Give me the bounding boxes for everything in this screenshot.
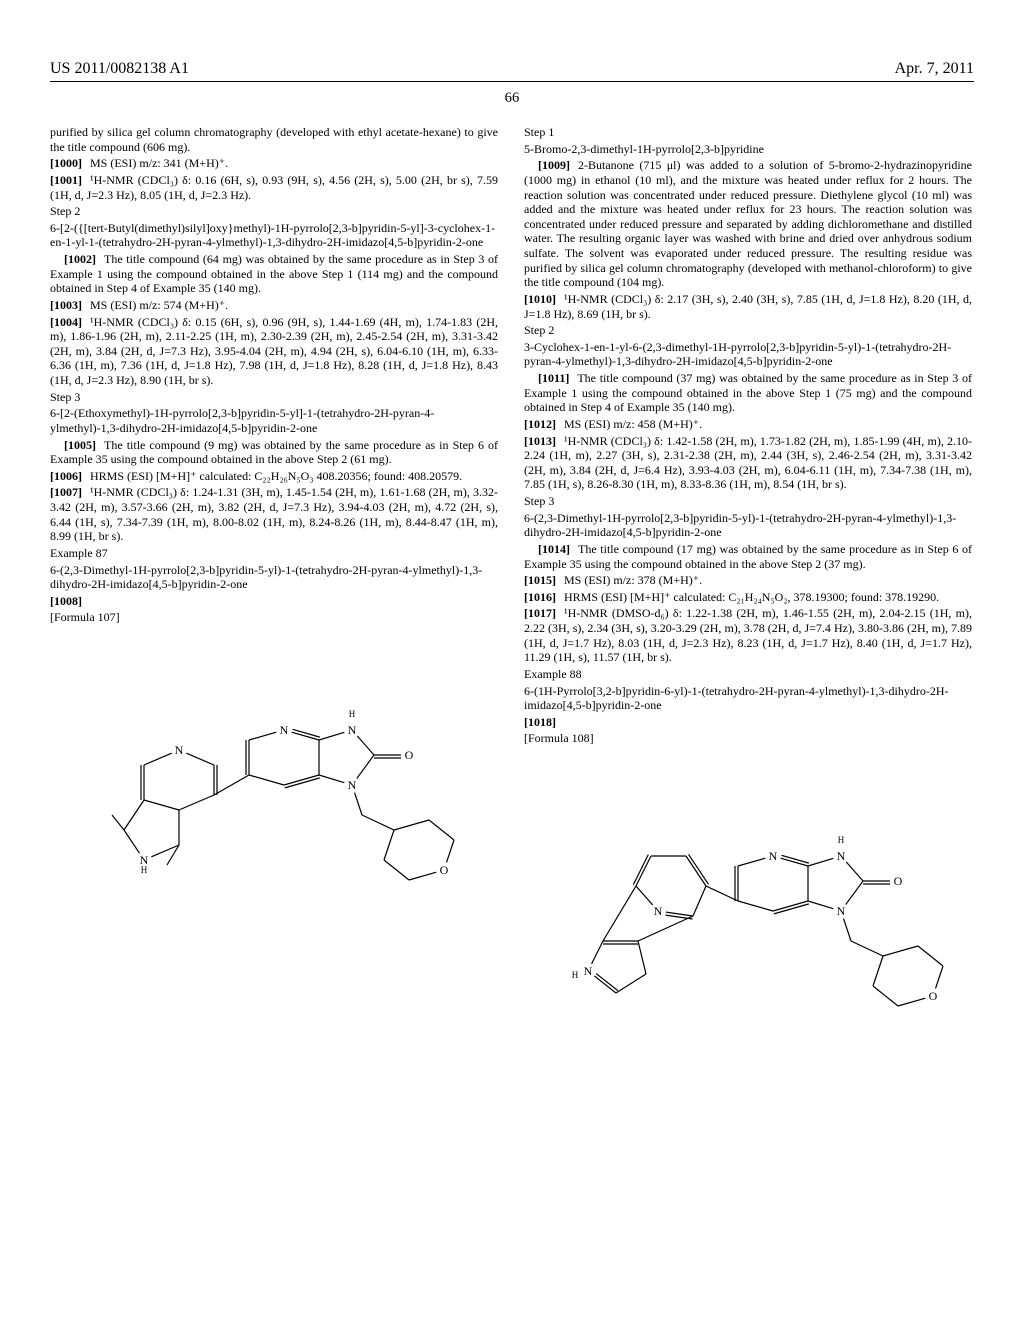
para-1015: [1015]MS (ESI) m/z: 378 (M+H)⁺. bbox=[524, 573, 972, 588]
compound3-title: 6-[2-(Ethoxymethyl)-1H-pyrrolo[2,3-b]pyr… bbox=[50, 406, 498, 435]
para-1010: [1010]¹H-NMR (CDCl₃) δ: 2.17 (3H, s), 2.… bbox=[524, 292, 972, 321]
svg-text:N: N bbox=[175, 743, 184, 757]
para-1003: [1003]MS (ESI) m/z: 574 (M+H)⁺. bbox=[50, 298, 498, 313]
example87-head: Example 87 bbox=[50, 546, 498, 561]
svg-text:O: O bbox=[440, 863, 449, 877]
r-step2-head: Step 2 bbox=[524, 323, 972, 338]
compound2-title: 6-[2-({[tert-Butyl(dimethyl)silyl]oxy}me… bbox=[50, 221, 498, 250]
para-1017: [1017]¹H-NMR (DMSO-d₆) δ: 1.22-1.38 (2H,… bbox=[524, 606, 972, 665]
example88-head: Example 88 bbox=[524, 667, 972, 682]
formula108-label: [Formula 108] bbox=[524, 731, 972, 746]
r-step1-head: Step 1 bbox=[524, 125, 972, 140]
r-compound2-title: 3-Cyclohex-1-en-1-yl-6-(2,3-dimethyl-1H-… bbox=[524, 340, 972, 369]
svg-text:H: H bbox=[838, 835, 845, 845]
para-1011: [1011]The title compound (37 mg) was obt… bbox=[524, 371, 972, 415]
left-column: purified by silica gel column chromatogr… bbox=[50, 125, 498, 1020]
r-step3-head: Step 3 bbox=[524, 494, 972, 509]
r-compound3-title: 6-(2,3-Dimethyl-1H-pyrrolo[2,3-b]pyridin… bbox=[524, 511, 972, 540]
svg-text:N: N bbox=[584, 964, 593, 978]
para-1008: [1008] bbox=[50, 594, 498, 609]
right-column: Step 1 5-Bromo-2,3-dimethyl-1H-pyrrolo[2… bbox=[524, 125, 972, 1020]
content-columns: purified by silica gel column chromatogr… bbox=[50, 125, 974, 1020]
para-1014: [1014]The title compound (17 mg) was obt… bbox=[524, 542, 972, 571]
compound87-title: 6-(2,3-Dimethyl-1H-pyrrolo[2,3-b]pyridin… bbox=[50, 563, 498, 592]
publication-date: Apr. 7, 2011 bbox=[895, 60, 974, 78]
r-compound1-title: 5-Bromo-2,3-dimethyl-1H-pyrrolo[2,3-b]py… bbox=[524, 142, 972, 157]
svg-text:H: H bbox=[141, 865, 148, 875]
para-1012: [1012]MS (ESI) m/z: 458 (M+H)⁺. bbox=[524, 417, 972, 432]
step2-head: Step 2 bbox=[50, 204, 498, 219]
formula107-structure: NHNNNNHOO bbox=[50, 635, 498, 899]
svg-text:N: N bbox=[348, 723, 357, 737]
svg-text:N: N bbox=[348, 778, 357, 792]
publication-number: US 2011/0082138 A1 bbox=[50, 60, 189, 78]
svg-text:H: H bbox=[349, 709, 356, 719]
para-1013: [1013]¹H-NMR (CDCl₃) δ: 1.42-1.58 (2H, m… bbox=[524, 434, 972, 493]
intro-text: purified by silica gel column chromatogr… bbox=[50, 125, 498, 154]
formula107-label: [Formula 107] bbox=[50, 610, 498, 625]
svg-text:O: O bbox=[929, 989, 938, 1003]
formula108-structure: NHNNNNHOO bbox=[524, 756, 972, 1020]
para-1000: [1000]MS (ESI) m/z: 341 (M+H)⁺. bbox=[50, 156, 498, 171]
svg-text:N: N bbox=[837, 904, 846, 918]
para-1016: [1016]HRMS (ESI) [M+H]⁺ calculated: C₂₁H… bbox=[524, 590, 972, 605]
para-1006: [1006]HRMS (ESI) [M+H]⁺ calculated: C₂₂H… bbox=[50, 469, 498, 484]
para-1009: [1009]2-Butanone (715 μl) was added to a… bbox=[524, 158, 972, 290]
para-1005: [1005]The title compound (9 mg) was obta… bbox=[50, 438, 498, 467]
para-1018: [1018] bbox=[524, 715, 972, 730]
svg-text:N: N bbox=[837, 849, 846, 863]
para-1004: [1004]¹H-NMR (CDCl₃) δ: 0.15 (6H, s), 0.… bbox=[50, 315, 498, 388]
svg-text:N: N bbox=[769, 849, 778, 863]
compound88-title: 6-(1H-Pyrrolo[3,2-b]pyridin-6-yl)-1-(tet… bbox=[524, 684, 972, 713]
page-header: US 2011/0082138 A1 Apr. 7, 2011 bbox=[50, 60, 974, 82]
svg-text:N: N bbox=[280, 723, 289, 737]
svg-text:O: O bbox=[405, 748, 414, 762]
step3-head: Step 3 bbox=[50, 390, 498, 405]
para-1001: [1001]¹H-NMR (CDCl₃) δ: 0.16 (6H, s), 0.… bbox=[50, 173, 498, 202]
para-1002: [1002]The title compound (64 mg) was obt… bbox=[50, 252, 498, 296]
page-number: 66 bbox=[50, 90, 974, 107]
svg-text:H: H bbox=[572, 970, 579, 980]
para-1007: [1007]¹H-NMR (CDCl₃) δ: 1.24-1.31 (3H, m… bbox=[50, 485, 498, 544]
svg-text:N: N bbox=[654, 904, 663, 918]
svg-text:O: O bbox=[894, 874, 903, 888]
